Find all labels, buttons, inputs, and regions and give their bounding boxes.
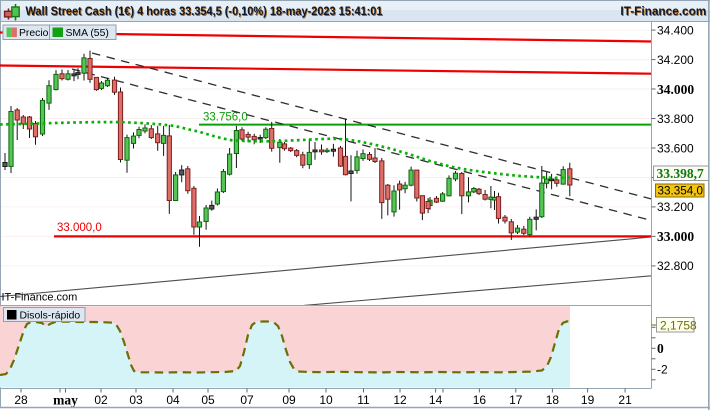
svg-text:33.756,0: 33.756,0 <box>203 112 248 124</box>
svg-text:33.600: 33.600 <box>657 141 694 155</box>
svg-text:32.800: 32.800 <box>657 259 694 273</box>
svg-text:19: 19 <box>581 393 595 407</box>
svg-text:Disols-rápido: Disols-rápido <box>20 311 81 322</box>
svg-text:33.200: 33.200 <box>657 200 694 214</box>
svg-text:Precio: Precio <box>19 28 49 39</box>
svg-text:Wall Street Cash (1€) 4 horas: Wall Street Cash (1€) 4 horas 33.354,5 (… <box>26 4 383 18</box>
svg-text:33.354,0: 33.354,0 <box>658 185 704 198</box>
svg-text:18: 18 <box>546 393 560 407</box>
svg-text:17: 17 <box>509 393 523 407</box>
svg-text:34.000: 34.000 <box>657 82 694 97</box>
svg-text:09: 09 <box>282 393 296 407</box>
svg-text:33.000,0: 33.000,0 <box>57 222 102 234</box>
svg-text:12: 12 <box>393 393 407 407</box>
svg-text:14: 14 <box>429 393 443 407</box>
svg-text:33.398,7: 33.398,7 <box>657 166 705 181</box>
svg-text:16: 16 <box>473 393 487 407</box>
svg-text:may: may <box>53 393 78 408</box>
svg-text:34.400: 34.400 <box>657 23 694 37</box>
svg-text:21: 21 <box>618 393 632 407</box>
svg-text:34.200: 34.200 <box>657 53 694 67</box>
svg-text:2,1758: 2,1758 <box>660 318 697 332</box>
svg-text:02: 02 <box>94 393 108 407</box>
svg-text:Wall Street Cash (1€) 4 horas: Wall Street Cash (1€) 4 horas 33.354,5 (… <box>26 5 383 19</box>
svg-text:0: 0 <box>657 341 664 356</box>
svg-text:05: 05 <box>201 393 215 407</box>
svg-text:11: 11 <box>357 393 370 407</box>
svg-text:IT-Finance.com: IT-Finance.com <box>2 292 78 304</box>
svg-text:SMA (55): SMA (55) <box>66 28 109 39</box>
svg-text:33.800: 33.800 <box>657 112 694 126</box>
svg-text:-2: -2 <box>657 363 668 377</box>
svg-text:03: 03 <box>129 393 143 407</box>
svg-text:10: 10 <box>319 393 333 407</box>
svg-text:IT-Finance.com: IT-Finance.com <box>620 4 706 18</box>
svg-text:04: 04 <box>166 393 180 407</box>
svg-text:28: 28 <box>14 393 28 407</box>
svg-text:33.000: 33.000 <box>657 229 694 244</box>
svg-text:IT-Finance.com: IT-Finance.com <box>621 5 707 19</box>
svg-text:07: 07 <box>240 393 254 407</box>
